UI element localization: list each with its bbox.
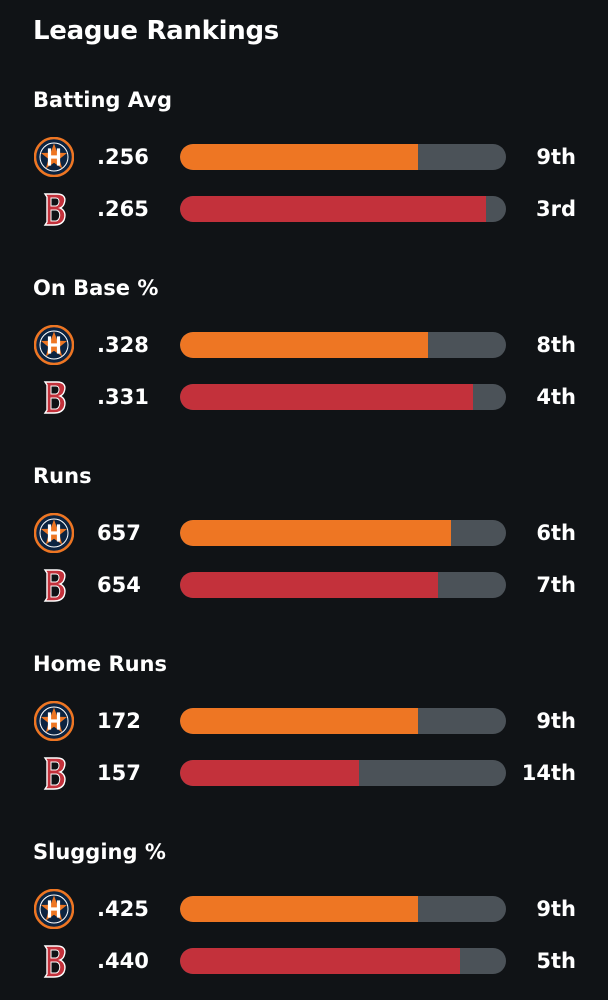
team-row-red-sox: 157 14th: [0, 752, 608, 792]
page-title: League Rankings: [33, 16, 279, 46]
stat-bar-fill: [180, 332, 428, 358]
team-row-red-sox: .331 4th: [0, 376, 608, 416]
category-title: Home Runs: [33, 652, 168, 676]
stat-bar-track: [180, 572, 506, 598]
team-row-astros: 172 9th: [0, 700, 608, 740]
stat-bar-track: [180, 196, 506, 222]
category-slugging-pct: Slugging % .425 9th .440 5th: [0, 838, 608, 998]
stat-bar-track: [180, 896, 506, 922]
stat-bar-fill: [180, 572, 438, 598]
astros-logo-icon: [34, 701, 74, 741]
team-row-red-sox: 654 7th: [0, 564, 608, 604]
stat-bar-fill: [180, 384, 474, 410]
category-home-runs: Home Runs 172 9th 157 14th: [0, 650, 608, 810]
red-sox-logo-icon: [34, 941, 74, 981]
league-rank: 3rd: [535, 197, 576, 221]
category-title: Runs: [33, 464, 92, 488]
stat-value: .440: [97, 949, 149, 973]
category-on-base-pct: On Base % .328 8th .331 4th: [0, 274, 608, 434]
red-sox-logo-icon: [34, 753, 74, 793]
stat-bar-track: [180, 760, 506, 786]
league-rank: 9th: [536, 709, 576, 733]
team-row-astros: .256 9th: [0, 136, 608, 176]
stat-value: .328: [97, 333, 149, 357]
astros-logo-icon: [34, 513, 74, 553]
stat-bar-fill: [180, 948, 461, 974]
league-rank: 9th: [536, 897, 576, 921]
red-sox-logo-icon: [34, 565, 74, 605]
stat-bar-fill: [180, 760, 360, 786]
league-rank: 5th: [536, 949, 576, 973]
category-title: Batting Avg: [33, 88, 172, 112]
red-sox-logo-icon: [34, 377, 74, 417]
team-row-red-sox: .265 3rd: [0, 188, 608, 228]
category-runs: Runs 657 6th 654 7th: [0, 462, 608, 622]
category-batting-avg: Batting Avg .256 9th .265 3rd: [0, 86, 608, 246]
stat-bar-fill: [180, 520, 451, 546]
stat-value: 657: [97, 521, 141, 545]
stat-value: 654: [97, 573, 141, 597]
stat-value: 172: [97, 709, 141, 733]
stat-value: .425: [97, 897, 149, 921]
stat-value: .265: [97, 197, 149, 221]
astros-logo-icon: [34, 137, 74, 177]
category-title: On Base %: [33, 276, 159, 300]
stat-bar-track: [180, 332, 506, 358]
stat-bar-fill: [180, 196, 487, 222]
stat-bar-fill: [180, 708, 418, 734]
league-rank: 14th: [521, 761, 576, 785]
stat-bar-track: [180, 948, 506, 974]
team-row-astros: .328 8th: [0, 324, 608, 364]
stat-bar-track: [180, 144, 506, 170]
stat-value: .256: [97, 145, 149, 169]
team-row-red-sox: .440 5th: [0, 940, 608, 980]
league-rank: 8th: [536, 333, 576, 357]
red-sox-logo-icon: [34, 189, 74, 229]
astros-logo-icon: [34, 325, 74, 365]
stat-bar-fill: [180, 144, 418, 170]
astros-logo-icon: [34, 889, 74, 929]
stat-value: .331: [97, 385, 149, 409]
league-rank: 7th: [536, 573, 576, 597]
stat-bar-track: [180, 384, 506, 410]
stat-bar-fill: [180, 896, 418, 922]
category-title: Slugging %: [33, 840, 166, 864]
team-row-astros: 657 6th: [0, 512, 608, 552]
league-rank: 4th: [536, 385, 576, 409]
stat-bar-track: [180, 708, 506, 734]
stat-value: 157: [97, 761, 141, 785]
stat-bar-track: [180, 520, 506, 546]
league-rank: 6th: [536, 521, 576, 545]
team-row-astros: .425 9th: [0, 888, 608, 928]
league-rank: 9th: [536, 145, 576, 169]
